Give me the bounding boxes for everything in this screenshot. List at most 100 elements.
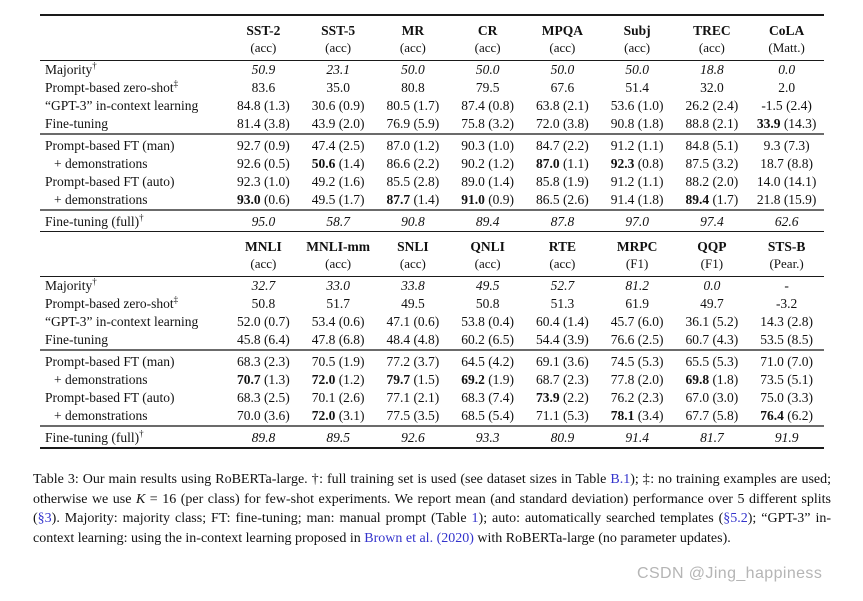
value-cell: 86.5 (2.6) bbox=[535, 192, 589, 207]
value-cell: 53.6 (1.0) bbox=[610, 98, 664, 113]
dataset-name: QNLI bbox=[470, 239, 505, 254]
caption-link[interactable]: §5.2 bbox=[723, 511, 748, 526]
value-cell: 92.3 (1.0) bbox=[236, 174, 290, 189]
value-cell: 49.2 (1.6) bbox=[311, 174, 365, 189]
value-cell: 89.5 bbox=[300, 425, 376, 448]
value-cell: 67.0 (3.0) bbox=[685, 390, 739, 405]
dataset-name: SST-5 bbox=[321, 23, 356, 38]
dataset-name: CR bbox=[477, 23, 498, 38]
dataset-metric: (Pear.) bbox=[769, 256, 804, 271]
value-cell: 76.6 (2.5) bbox=[610, 332, 664, 347]
row-label: Prompt-based FT (auto) bbox=[45, 174, 175, 189]
value-cell: 49.5 bbox=[401, 296, 425, 311]
value-cell: 91.2 (1.1) bbox=[599, 133, 675, 155]
dataset-name: Subj bbox=[623, 23, 651, 38]
dataset-metric: (acc) bbox=[325, 40, 352, 55]
row-label: Fine-tuning bbox=[45, 332, 108, 347]
table-row: + demonstrations 92.6 (0.5) 50.6 (1.4) 86.6… bbox=[40, 155, 824, 173]
table-row: “GPT-3” in-context learning 52.0 (0.7) 53.… bbox=[40, 313, 824, 331]
value-cell: 50.0 bbox=[475, 62, 500, 77]
value-cell: 72.0 (1.2) bbox=[311, 372, 365, 387]
value-cell: 89.0 (1.4) bbox=[461, 174, 515, 189]
value-cell: -3.2 bbox=[775, 296, 798, 311]
dataset-metric: (acc) bbox=[624, 40, 651, 55]
value-cell: 61.9 bbox=[625, 296, 649, 311]
value-cell: 69.8 (1.8) bbox=[685, 372, 739, 387]
value-cell: 75.8 (3.2) bbox=[461, 116, 515, 131]
value-cell: 54.4 (3.9) bbox=[535, 332, 589, 347]
dataset-name: MRPC bbox=[616, 239, 658, 254]
caption-link[interactable]: Brown et al. (2020) bbox=[364, 530, 474, 546]
sentence-pair-tasks-table: MNLI (acc) MNLI-mm (acc) SNLI (acc) QNLI (acc) R… bbox=[40, 231, 824, 449]
value-cell: 50.8 bbox=[475, 296, 500, 311]
caption-link[interactable]: 1 bbox=[471, 511, 479, 526]
value-cell: 58.7 bbox=[300, 209, 376, 231]
dataset-name: MNLI-mm bbox=[306, 239, 370, 254]
value-cell: 81.2 bbox=[625, 278, 649, 293]
value-cell: 93.0 (0.6) bbox=[236, 192, 290, 207]
dataset-name: SNLI bbox=[397, 239, 429, 254]
value-cell: 78.1 (3.4) bbox=[610, 408, 664, 423]
col-header-qnli: QNLI (acc) bbox=[450, 231, 525, 277]
value-cell: 48.4 (4.8) bbox=[386, 332, 440, 347]
col-header-sst-5: SST-5 (acc) bbox=[300, 15, 376, 61]
row-label: Fine-tuning (full)† bbox=[40, 425, 226, 448]
caption-text: Table 3: Our main results using RoBERTa-… bbox=[33, 472, 611, 487]
col-header-mrpc: MRPC (F1) bbox=[599, 231, 675, 277]
value-cell: 50.9 bbox=[251, 62, 276, 77]
value-cell: 33.9 (14.3) bbox=[756, 116, 817, 131]
col-header-cr: CR (acc) bbox=[450, 15, 525, 61]
value-cell: 84.8 (1.3) bbox=[236, 98, 290, 113]
value-cell: 89.8 bbox=[226, 425, 301, 448]
dataset-name: TREC bbox=[693, 23, 731, 38]
dataset-metric: (acc) bbox=[399, 40, 426, 55]
table-row: Prompt-based zero-shot‡ 83.6 35.0 80.8 79.5 6… bbox=[40, 79, 824, 97]
dataset-metric: (acc) bbox=[399, 256, 426, 271]
value-cell: 68.7 (2.3) bbox=[535, 372, 589, 387]
value-cell: 18.7 (8.8) bbox=[760, 156, 814, 171]
row-label: + demonstrations bbox=[54, 408, 148, 423]
value-cell: 14.3 (2.8) bbox=[760, 314, 814, 329]
value-cell: 88.8 (2.1) bbox=[685, 116, 739, 131]
value-cell: 87.0 (1.1) bbox=[535, 156, 589, 171]
col-header-mr: MR (acc) bbox=[375, 15, 451, 61]
value-cell: 52.0 (0.7) bbox=[236, 314, 290, 329]
col-header-mpqa: MPQA (acc) bbox=[525, 15, 600, 61]
value-cell: 87.0 (1.2) bbox=[375, 133, 451, 155]
col-header-trec: TREC (acc) bbox=[674, 15, 750, 61]
dataset-metric: (F1) bbox=[625, 256, 649, 271]
dataset-metric: (acc) bbox=[474, 256, 501, 271]
value-cell: 43.9 (2.0) bbox=[311, 116, 365, 131]
table-row: Prompt-based FT (auto) 92.3 (1.0) 49.2 (1.… bbox=[40, 173, 824, 191]
row-label: + demonstrations bbox=[54, 156, 148, 171]
value-cell: 9.3 (7.3) bbox=[749, 133, 824, 155]
value-cell: 69.1 (3.6) bbox=[525, 349, 600, 371]
row-label: Prompt-based zero-shot‡ bbox=[45, 294, 179, 311]
header-row: SST-2 (acc) SST-5 (acc) MR (acc) CR (acc) MPQA (a… bbox=[40, 15, 824, 61]
value-cell: 92.6 (0.5) bbox=[236, 156, 290, 171]
value-cell: 77.2 (3.7) bbox=[375, 349, 451, 371]
row-label: Majority† bbox=[45, 276, 97, 293]
value-cell: 89.4 bbox=[450, 209, 525, 231]
value-cell: 51.4 bbox=[625, 80, 649, 95]
value-cell: 49.5 (1.7) bbox=[311, 192, 365, 207]
value-cell: 50.0 bbox=[550, 62, 575, 77]
value-cell: 87.7 (1.4) bbox=[386, 192, 440, 207]
dataset-metric: (acc) bbox=[250, 40, 277, 55]
caption-link[interactable]: B.1 bbox=[610, 472, 631, 487]
watermark: CSDN @Jing_happiness bbox=[637, 565, 823, 582]
caption-link[interactable]: §3 bbox=[37, 511, 52, 526]
row-label: Fine-tuning bbox=[45, 116, 108, 131]
value-cell: 70.7 (1.3) bbox=[236, 372, 290, 387]
value-cell: 70.5 (1.9) bbox=[300, 349, 376, 371]
value-cell: 86.6 (2.2) bbox=[386, 156, 440, 171]
value-cell: 83.6 bbox=[251, 80, 276, 95]
value-cell: 81.4 (3.8) bbox=[236, 116, 290, 131]
value-cell: 93.3 bbox=[450, 425, 525, 448]
value-cell: 47.1 (0.6) bbox=[386, 314, 440, 329]
table-row: Fine-tuning (full)† 95.0 58.7 90.8 89.4 87.8 9… bbox=[40, 209, 824, 231]
results-tables: SST-2 (acc) SST-5 (acc) MR (acc) CR (acc) MPQA (a… bbox=[40, 14, 863, 449]
value-cell: 49.7 bbox=[700, 296, 724, 311]
value-cell: 87.8 bbox=[525, 209, 600, 231]
dataset-name: MNLI bbox=[245, 239, 282, 254]
